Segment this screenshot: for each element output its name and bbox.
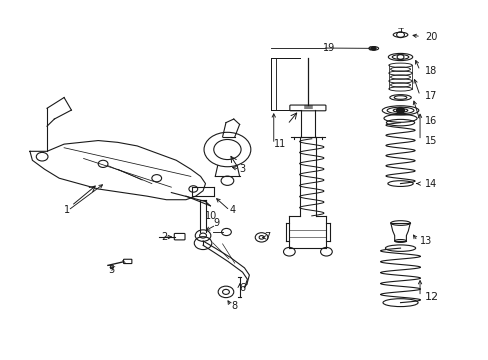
Text: 6: 6 (239, 283, 245, 293)
Text: 7: 7 (264, 232, 270, 242)
Text: 18: 18 (424, 66, 436, 76)
Text: 17: 17 (424, 91, 436, 101)
Text: 10: 10 (204, 211, 216, 221)
Text: 3: 3 (239, 164, 245, 174)
Text: 4: 4 (229, 206, 236, 216)
Text: 19: 19 (322, 43, 334, 53)
Text: 5: 5 (108, 265, 114, 275)
Text: 13: 13 (419, 236, 431, 246)
Text: 1: 1 (64, 206, 70, 216)
Text: 12: 12 (424, 292, 438, 302)
Text: 8: 8 (231, 301, 237, 311)
Circle shape (396, 108, 404, 113)
Circle shape (370, 46, 375, 50)
Text: 14: 14 (424, 179, 436, 189)
Text: 16: 16 (424, 116, 436, 126)
Text: 2: 2 (161, 232, 167, 242)
Text: 11: 11 (273, 139, 285, 149)
Text: 20: 20 (424, 32, 436, 41)
Text: 9: 9 (213, 218, 220, 228)
Text: 15: 15 (424, 136, 436, 145)
